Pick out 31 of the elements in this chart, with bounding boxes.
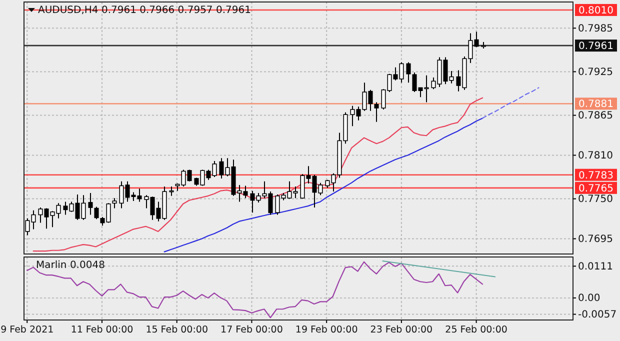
y-tick-label: 0.7925 bbox=[578, 66, 613, 78]
candlestick bbox=[94, 206, 99, 220]
y-tick-label: 0.00 bbox=[578, 293, 600, 304]
ref-line-label: 0.7961 bbox=[578, 41, 614, 52]
x-tick-label: 17 Feb 00:00 bbox=[220, 324, 283, 336]
candlestick bbox=[88, 192, 93, 216]
ref-line-label: 0.8010 bbox=[578, 5, 614, 16]
x-tick-label: 19 Feb 00:00 bbox=[295, 324, 358, 336]
y-tick-label: -0.0057 bbox=[578, 309, 617, 320]
x-tick-label: 23 Feb 00:00 bbox=[370, 324, 433, 336]
chart-title: Marlin 0.0048 bbox=[36, 260, 105, 271]
x-tick-label: 9 Feb 2021 bbox=[0, 324, 54, 336]
ref-line-label: 0.7765 bbox=[578, 183, 614, 194]
candlestick bbox=[169, 186, 174, 196]
line-series bbox=[32, 97, 484, 252]
y-tick-label: 0.7695 bbox=[578, 234, 613, 245]
y-tick-label: 0.0111 bbox=[578, 261, 613, 272]
candlestick bbox=[374, 102, 379, 122]
y-tick-label: 0.7865 bbox=[578, 110, 613, 122]
ref-line-label: 0.7783 bbox=[578, 170, 614, 182]
line-series bbox=[164, 118, 484, 252]
y-tick-label: 0.7985 bbox=[578, 23, 613, 34]
x-tick-label: 25 Feb 00:00 bbox=[445, 324, 508, 336]
line-series bbox=[26, 261, 484, 318]
y-tick-label: 0.7810 bbox=[578, 150, 613, 162]
ref-line-label: 0.7881 bbox=[578, 99, 614, 110]
x-tick-label: 15 Feb 00:00 bbox=[146, 324, 208, 336]
candlestick bbox=[112, 198, 117, 209]
line-series bbox=[482, 87, 540, 119]
x-tick-label: 11 Feb 00:00 bbox=[70, 324, 134, 336]
y-tick-label: 0.7750 bbox=[578, 194, 613, 206]
